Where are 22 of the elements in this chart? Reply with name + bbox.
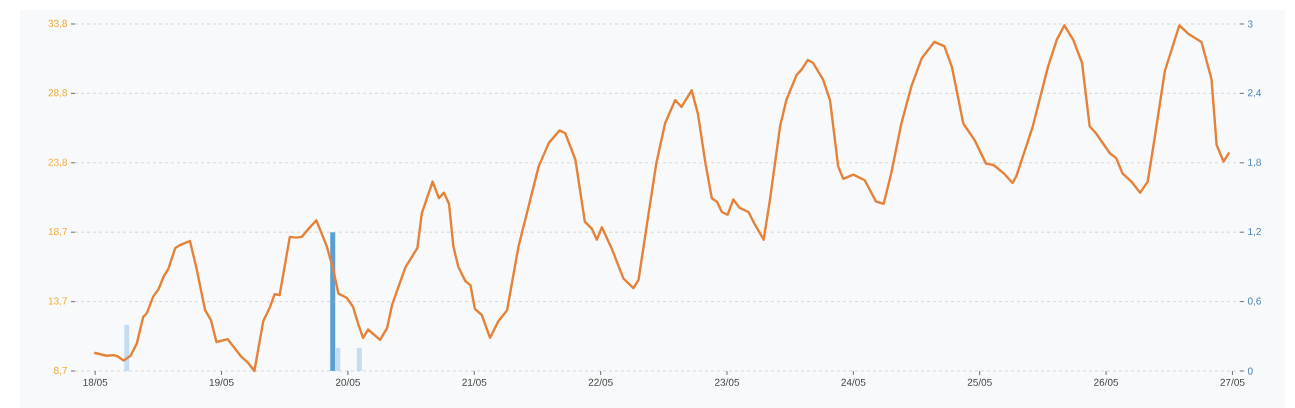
y-tick-label: 28,8: [48, 89, 68, 98]
x-tick-label: 27/05: [1220, 378, 1245, 386]
y2-tick-label: 0: [1247, 367, 1253, 375]
y-tick-label: 8,7: [54, 366, 67, 376]
y-tick-label: 18,7: [48, 228, 67, 237]
y-tick-label: 23,8: [48, 158, 68, 167]
y-tick-label: 13,7: [48, 297, 67, 306]
x-tick-label: 23/05: [714, 378, 740, 386]
x-tick-label: 24/05: [841, 378, 866, 386]
x-tick-label: 18/05: [83, 378, 108, 386]
y2-tick-label: 2,4: [1248, 89, 1262, 98]
x-tick-label: 19/05: [209, 378, 234, 386]
x-tick-label: 20/05: [335, 378, 360, 386]
x-tick-label: 22/05: [588, 378, 613, 386]
y2-tick-label: 1,2: [1248, 228, 1261, 237]
y2-tick-label: 1,8: [1248, 158, 1261, 167]
y2-tick-label: 3: [1247, 20, 1253, 28]
x-tick-label: 26/05: [1094, 378, 1119, 386]
x-tick-label: 21/05: [462, 378, 487, 386]
y2-tick-label: 0,6: [1247, 297, 1261, 306]
x-tick-label: 25/05: [967, 378, 992, 386]
y-tick-label: 33,8: [48, 19, 68, 29]
